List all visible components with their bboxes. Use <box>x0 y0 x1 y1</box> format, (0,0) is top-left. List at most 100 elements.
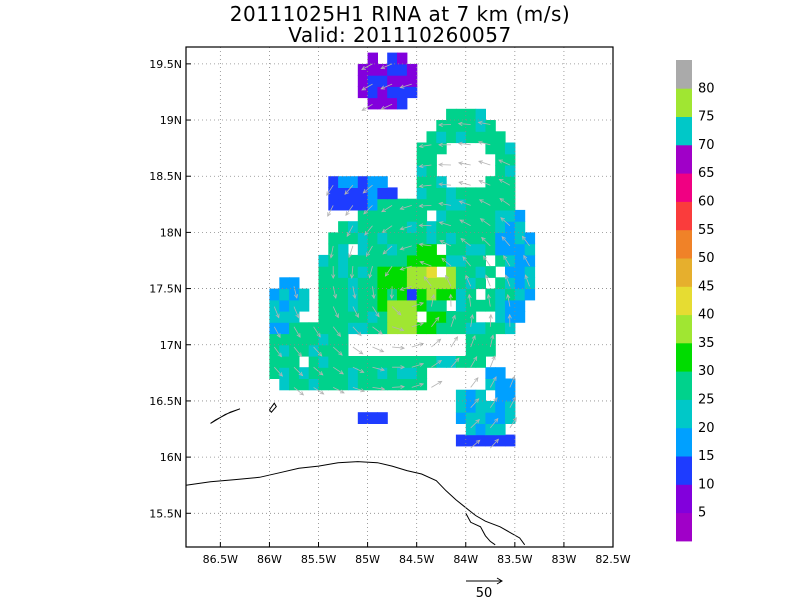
wind-cell <box>416 299 428 312</box>
wind-arrow-head <box>380 85 386 90</box>
wind-cell <box>387 75 398 87</box>
wind-cell <box>377 378 388 391</box>
wind-arrow <box>490 439 499 449</box>
wind-arrow-head <box>317 351 323 357</box>
wind-arrow <box>450 315 456 327</box>
wind-arrow <box>450 357 460 368</box>
wind-arrow-head <box>380 105 386 110</box>
wind-cell <box>367 311 378 323</box>
wind-cell <box>328 311 339 323</box>
wind-arrow-head <box>399 84 405 89</box>
wind-cell <box>416 254 428 267</box>
wind-cell <box>436 142 447 155</box>
wind-cell <box>279 378 290 391</box>
wind-cell <box>475 198 486 211</box>
wind-arrow-head <box>455 357 460 363</box>
wind-arrow <box>441 257 452 267</box>
wind-cell <box>505 378 516 391</box>
wind-cell <box>436 311 447 323</box>
wind-cell <box>318 311 329 323</box>
wind-arrow-head <box>448 293 453 299</box>
wind-arrow-head <box>354 313 359 319</box>
wind-arrow <box>439 183 452 186</box>
reference-vector-label: 50 <box>476 586 493 600</box>
wind-cell <box>485 266 496 278</box>
wind-arrow-head <box>418 203 424 208</box>
wind-cell <box>279 344 290 357</box>
colorbar-label: 70 <box>698 138 715 153</box>
wind-cell <box>485 209 496 222</box>
wind-cell <box>338 266 349 278</box>
wind-cell <box>416 142 428 155</box>
wind-arrow-head <box>439 240 445 245</box>
wind-arrow-head <box>474 377 479 382</box>
wind-cell <box>397 367 408 379</box>
wind-arrow <box>509 376 515 388</box>
wind-cell <box>475 434 486 447</box>
wind-arrow-head <box>366 252 371 258</box>
wind-cell <box>387 243 398 256</box>
wind-cell <box>446 209 457 222</box>
wind-cell <box>514 288 526 301</box>
wind-cell <box>475 254 486 267</box>
wind-cell <box>495 322 506 335</box>
wind-cell <box>455 209 467 222</box>
wind-arrow-head <box>327 212 332 217</box>
wind-arrow-head <box>478 199 484 204</box>
wind-cell <box>524 277 536 290</box>
wind-arrow <box>400 285 412 291</box>
wind-speed-field <box>269 52 536 447</box>
wind-arrow-head <box>339 389 345 394</box>
wind-cell <box>475 209 486 222</box>
wind-arrow <box>509 417 517 429</box>
wind-arrow <box>498 159 511 166</box>
wind-arrow-head <box>512 396 517 402</box>
wind-arrow-head <box>435 316 440 322</box>
wind-cell <box>357 277 369 290</box>
wind-arrow-head <box>418 183 424 189</box>
wind-arrow-head <box>431 293 436 299</box>
wind-arrow-head <box>332 294 338 300</box>
wind-arrow-head <box>445 274 450 280</box>
wind-cell <box>328 378 339 391</box>
wind-cell <box>377 266 388 278</box>
wind-cell <box>367 97 378 110</box>
wind-arrow-head <box>494 438 500 444</box>
wind-arrow <box>431 317 440 328</box>
wind-cell <box>426 198 437 211</box>
wind-cell <box>485 322 496 335</box>
wind-arrow <box>293 387 304 396</box>
wind-arrow <box>458 123 471 125</box>
wind-arrow-head <box>474 398 480 403</box>
x-axis: 86.5W 86W 85.5W 85W 84.5W 84W 83.5W 83W 82.5W <box>203 542 631 566</box>
wind-arrow-head <box>523 254 528 260</box>
wind-arrow <box>479 199 491 206</box>
wind-cell <box>387 254 398 267</box>
y-tick-label: 17N <box>160 339 182 352</box>
wind-cell <box>446 266 457 278</box>
wind-arrow <box>380 63 393 69</box>
wind-arrow <box>500 217 511 226</box>
wind-arrow <box>352 366 364 373</box>
wind-arrow <box>332 286 337 299</box>
wind-arrow-head <box>419 322 425 327</box>
wind-arrow <box>332 366 344 375</box>
wind-cell <box>505 266 516 278</box>
wind-arrow <box>411 322 424 328</box>
wind-arrow-head <box>319 390 325 395</box>
wind-cell <box>495 277 506 290</box>
wind-cell <box>387 311 398 323</box>
wind-arrow <box>313 346 322 357</box>
wind-arrow <box>352 326 362 336</box>
wind-cell <box>289 333 300 346</box>
wind-cell <box>416 243 428 256</box>
wind-arrow-head <box>357 331 362 337</box>
wind-arrow <box>293 326 301 338</box>
colorbar-label: 65 <box>698 166 715 181</box>
wind-cell <box>426 176 437 188</box>
wind-arrow-head <box>498 178 504 183</box>
wind-arrow-head <box>336 332 342 338</box>
wind-cell <box>387 277 398 290</box>
wind-cell <box>495 209 506 222</box>
colorbar-label: 30 <box>698 364 715 379</box>
